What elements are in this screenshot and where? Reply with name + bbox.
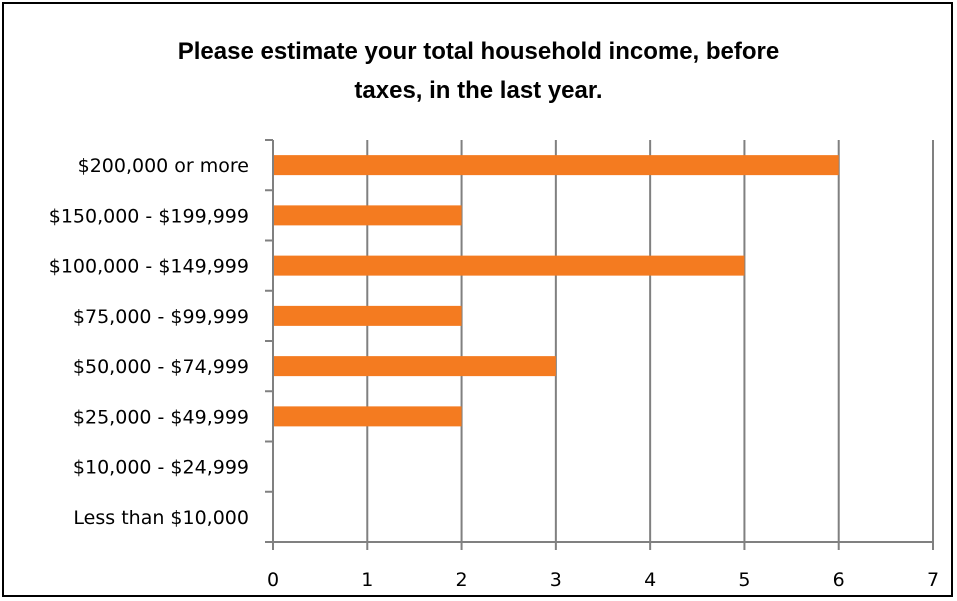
y-tick-label-2: $100,000 - $149,999 — [49, 256, 249, 278]
bar-3 — [273, 305, 462, 326]
y-tick-label-3: $75,000 - $99,999 — [73, 306, 249, 328]
y-tick-label-5: $25,000 - $49,999 — [73, 406, 249, 428]
bar-4 — [273, 356, 556, 377]
y-tick-label-6: $10,000 - $24,999 — [73, 457, 249, 479]
chart-title-line-1: Please estimate your total household inc… — [177, 38, 780, 65]
x-tick-label-4: 4 — [644, 569, 656, 591]
chart-title-line-2: taxes, in the last year. — [354, 77, 603, 104]
x-tick-label-2: 2 — [456, 569, 468, 591]
y-tick-label-1: $150,000 - $199,999 — [49, 205, 249, 227]
bar-0 — [273, 155, 839, 176]
chart-title: Please estimate your total household inc… — [0, 32, 957, 110]
y-tick-label-0: $200,000 or more — [78, 155, 249, 177]
x-tick-label-3: 3 — [550, 569, 562, 591]
x-tick-label-6: 6 — [833, 569, 845, 591]
y-tick-label-4: $50,000 - $74,999 — [73, 356, 249, 378]
x-tick-label-1: 1 — [361, 569, 373, 591]
x-tick-label-0: 0 — [267, 569, 279, 591]
x-tick-label-5: 5 — [738, 569, 750, 591]
y-tick-label-7: Less than $10,000 — [73, 507, 249, 529]
x-tick-label-7: 7 — [927, 569, 939, 591]
bar-1 — [273, 205, 462, 226]
bar-5 — [273, 406, 462, 427]
bar-2 — [273, 255, 745, 276]
